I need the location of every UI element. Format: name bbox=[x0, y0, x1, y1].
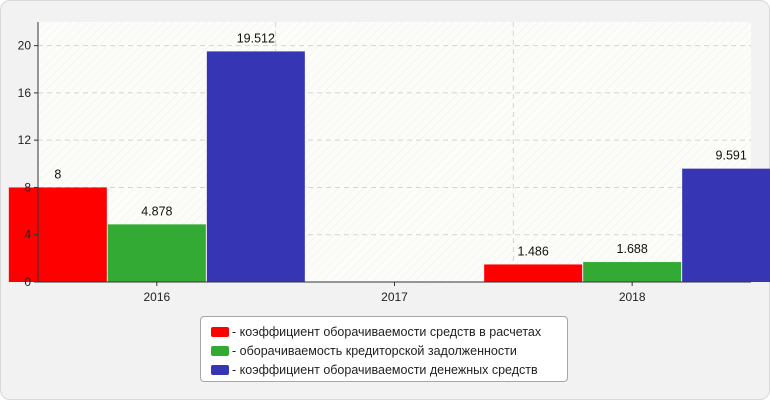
legend-item-cash: - коэффициент оборачиваемости денежных с… bbox=[211, 360, 567, 379]
x-tick-label: 2018 bbox=[619, 290, 646, 304]
y-tick-label: 16 bbox=[18, 86, 32, 100]
legend-item-payables: - оборачиваемость кредиторской задолженн… bbox=[211, 341, 567, 360]
legend-swatch-red bbox=[211, 326, 229, 337]
x-tick-label: 2016 bbox=[143, 290, 170, 304]
x-axis-ticks: 2016 2017 2018 bbox=[143, 282, 646, 304]
bar bbox=[206, 51, 305, 282]
bar bbox=[484, 264, 583, 282]
y-tick-label: 12 bbox=[18, 133, 32, 147]
bar-value-label: 1.688 bbox=[617, 242, 648, 256]
bar-value-label: 1.486 bbox=[518, 244, 549, 258]
legend-swatch-blue bbox=[211, 364, 229, 375]
bar-value-label: 9.591 bbox=[716, 149, 747, 163]
bar bbox=[682, 168, 770, 282]
y-tick-label: 0 bbox=[24, 275, 31, 289]
bars bbox=[8, 51, 770, 282]
bar-value-label: 19.512 bbox=[237, 31, 275, 45]
bar bbox=[8, 187, 107, 282]
legend-label: - коэффициент оборачиваемости денежных с… bbox=[232, 362, 538, 377]
legend-label: - коэффициент оборачиваемости средств в … bbox=[232, 324, 542, 339]
legend: - коэффициент оборачиваемости средств в … bbox=[200, 316, 568, 382]
bar-value-label: 4.878 bbox=[141, 204, 172, 218]
y-tick-label: 20 bbox=[18, 39, 32, 53]
legend-swatch-green bbox=[211, 345, 229, 356]
x-tick-label: 2017 bbox=[381, 290, 408, 304]
bar-value-label: 8 bbox=[54, 167, 61, 181]
bar bbox=[107, 224, 206, 282]
y-tick-label: 4 bbox=[24, 228, 31, 242]
y-tick-label: 8 bbox=[24, 180, 31, 194]
data-labels: 8 4.878 19.512 1.486 1.688 9.591 bbox=[54, 31, 746, 258]
bar bbox=[583, 262, 682, 282]
y-axis-ticks: 0 4 8 12 16 20 bbox=[18, 39, 38, 289]
legend-label: - оборачиваемость кредиторской задолженн… bbox=[232, 343, 517, 358]
legend-item-receivables: - коэффициент оборачиваемости средств в … bbox=[211, 322, 567, 341]
